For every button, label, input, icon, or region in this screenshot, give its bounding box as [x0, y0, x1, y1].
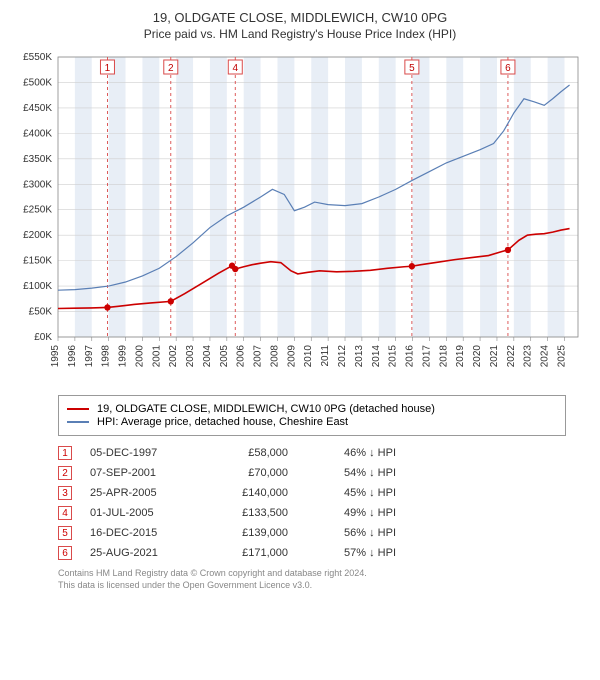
- svg-text:5: 5: [409, 63, 415, 74]
- svg-text:2021: 2021: [489, 345, 500, 368]
- svg-text:1997: 1997: [84, 345, 95, 368]
- svg-text:2022: 2022: [506, 345, 517, 368]
- svg-text:2019: 2019: [455, 345, 466, 368]
- transaction-table: 1 05-DEC-1997 £58,000 46% ↓ HPI 2 07-SEP-2001…: [58, 446, 566, 560]
- svg-text:2025: 2025: [556, 345, 567, 368]
- svg-text:2010: 2010: [303, 345, 314, 368]
- footer-line1: Contains HM Land Registry data © Crown c…: [58, 568, 566, 580]
- svg-text:£200K: £200K: [23, 230, 52, 241]
- svg-text:2011: 2011: [320, 345, 331, 367]
- svg-text:2009: 2009: [286, 345, 297, 368]
- legend-label: 19, OLDGATE CLOSE, MIDDLEWICH, CW10 0PG …: [97, 403, 435, 415]
- svg-text:2014: 2014: [371, 345, 382, 368]
- tx-date: 01-JUL-2005: [90, 507, 190, 519]
- svg-text:2016: 2016: [405, 345, 416, 368]
- svg-text:£450K: £450K: [23, 103, 52, 114]
- svg-text:1999: 1999: [118, 345, 129, 368]
- svg-text:2018: 2018: [438, 345, 449, 368]
- svg-text:£0K: £0K: [34, 332, 52, 343]
- tx-price: £58,000: [208, 447, 288, 459]
- svg-text:2006: 2006: [236, 345, 247, 368]
- svg-text:2001: 2001: [151, 345, 162, 368]
- svg-text:£100K: £100K: [23, 281, 52, 292]
- tx-date: 25-AUG-2021: [90, 547, 190, 559]
- legend-swatch: [67, 421, 89, 423]
- table-row: 3 25-APR-2005 £140,000 45% ↓ HPI: [58, 486, 566, 500]
- footer-line2: This data is licensed under the Open Gov…: [58, 580, 566, 592]
- svg-text:2013: 2013: [354, 345, 365, 368]
- table-row: 6 25-AUG-2021 £171,000 57% ↓ HPI: [58, 546, 566, 560]
- chart-title: 19, OLDGATE CLOSE, MIDDLEWICH, CW10 0PG: [10, 10, 590, 25]
- tx-hpi: 46% ↓ HPI: [306, 447, 396, 459]
- svg-text:1: 1: [105, 63, 111, 74]
- svg-text:2023: 2023: [523, 345, 534, 368]
- legend-item: HPI: Average price, detached house, Ches…: [67, 416, 557, 428]
- svg-text:2012: 2012: [337, 345, 348, 368]
- svg-text:2004: 2004: [202, 345, 213, 368]
- svg-text:2020: 2020: [472, 345, 483, 368]
- tx-badge: 5: [58, 526, 72, 540]
- legend-swatch: [67, 408, 89, 410]
- tx-date: 05-DEC-1997: [90, 447, 190, 459]
- svg-text:£300K: £300K: [23, 179, 52, 190]
- tx-price: £171,000: [208, 547, 288, 559]
- tx-hpi: 56% ↓ HPI: [306, 527, 396, 539]
- svg-text:2008: 2008: [269, 345, 280, 368]
- footer-attribution: Contains HM Land Registry data © Crown c…: [58, 568, 566, 591]
- table-row: 1 05-DEC-1997 £58,000 46% ↓ HPI: [58, 446, 566, 460]
- legend: 19, OLDGATE CLOSE, MIDDLEWICH, CW10 0PG …: [58, 395, 566, 436]
- svg-text:2007: 2007: [253, 345, 264, 368]
- svg-text:£500K: £500K: [23, 77, 52, 88]
- legend-item: 19, OLDGATE CLOSE, MIDDLEWICH, CW10 0PG …: [67, 403, 557, 415]
- svg-text:2017: 2017: [421, 345, 432, 368]
- svg-text:2: 2: [168, 63, 174, 74]
- tx-hpi: 54% ↓ HPI: [306, 467, 396, 479]
- svg-text:£400K: £400K: [23, 128, 52, 139]
- svg-text:1996: 1996: [67, 345, 78, 368]
- tx-badge: 4: [58, 506, 72, 520]
- svg-text:1998: 1998: [101, 345, 112, 368]
- svg-text:£550K: £550K: [23, 52, 52, 63]
- table-row: 5 16-DEC-2015 £139,000 56% ↓ HPI: [58, 526, 566, 540]
- svg-text:2003: 2003: [185, 345, 196, 368]
- tx-date: 16-DEC-2015: [90, 527, 190, 539]
- tx-hpi: 45% ↓ HPI: [306, 487, 396, 499]
- svg-text:1995: 1995: [50, 345, 61, 368]
- price-chart: £0K £50K £100K £150K £200K £250K £300K £350K £40…: [10, 47, 590, 387]
- tx-price: £139,000: [208, 527, 288, 539]
- svg-text:2002: 2002: [168, 345, 179, 368]
- svg-text:£350K: £350K: [23, 154, 52, 165]
- svg-text:4: 4: [232, 63, 238, 74]
- svg-text:2015: 2015: [388, 345, 399, 368]
- tx-badge: 2: [58, 466, 72, 480]
- svg-text:£250K: £250K: [23, 205, 52, 216]
- svg-text:2000: 2000: [134, 345, 145, 368]
- tx-price: £140,000: [208, 487, 288, 499]
- tx-hpi: 57% ↓ HPI: [306, 547, 396, 559]
- svg-text:2005: 2005: [219, 345, 230, 368]
- table-row: 2 07-SEP-2001 £70,000 54% ↓ HPI: [58, 466, 566, 480]
- svg-text:£150K: £150K: [23, 256, 52, 267]
- tx-date: 07-SEP-2001: [90, 467, 190, 479]
- legend-label: HPI: Average price, detached house, Ches…: [97, 416, 348, 428]
- svg-text:2024: 2024: [540, 345, 551, 368]
- tx-price: £133,500: [208, 507, 288, 519]
- tx-badge: 3: [58, 486, 72, 500]
- tx-badge: 6: [58, 546, 72, 560]
- tx-badge: 1: [58, 446, 72, 460]
- tx-price: £70,000: [208, 467, 288, 479]
- table-row: 4 01-JUL-2005 £133,500 49% ↓ HPI: [58, 506, 566, 520]
- chart-subtitle: Price paid vs. HM Land Registry's House …: [10, 27, 590, 41]
- svg-text:£50K: £50K: [29, 307, 53, 318]
- tx-date: 25-APR-2005: [90, 487, 190, 499]
- svg-text:6: 6: [505, 63, 511, 74]
- tx-hpi: 49% ↓ HPI: [306, 507, 396, 519]
